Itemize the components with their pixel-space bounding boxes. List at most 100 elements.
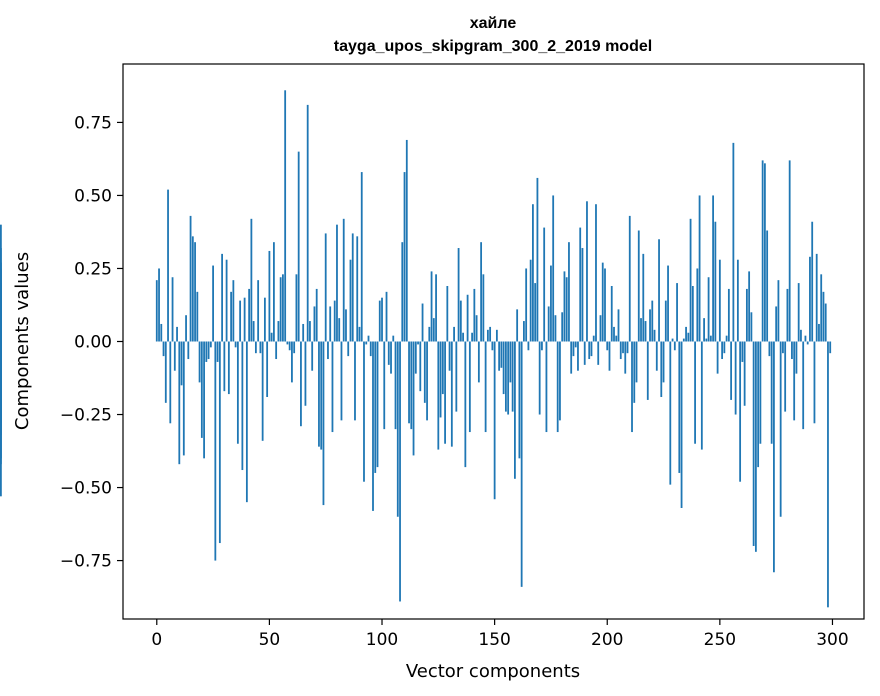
bar bbox=[743, 341, 746, 406]
bar bbox=[444, 341, 446, 444]
bar bbox=[241, 341, 244, 471]
bar bbox=[714, 221, 717, 342]
bar bbox=[750, 312, 753, 342]
bar bbox=[754, 341, 757, 552]
bar bbox=[514, 341, 516, 479]
bar bbox=[311, 341, 314, 371]
bar bbox=[581, 248, 584, 342]
bar bbox=[209, 341, 212, 348]
bar bbox=[401, 242, 404, 342]
bar bbox=[730, 341, 733, 400]
bar bbox=[417, 341, 419, 345]
bar bbox=[360, 172, 363, 342]
bar bbox=[628, 215, 631, 342]
bar bbox=[646, 341, 649, 400]
bar bbox=[809, 256, 811, 342]
bar bbox=[536, 177, 539, 342]
bar bbox=[414, 341, 417, 374]
bar bbox=[741, 341, 744, 362]
y-axis-label: Components values bbox=[12, 252, 33, 430]
bar bbox=[793, 341, 796, 421]
x-tick-label: 0 bbox=[151, 630, 162, 650]
bar bbox=[777, 280, 780, 342]
chart-title: хайле bbox=[470, 15, 517, 32]
bar bbox=[439, 341, 442, 418]
bar bbox=[448, 341, 451, 371]
y-tick-label: 0.50 bbox=[74, 186, 112, 206]
bar bbox=[428, 326, 431, 342]
bar bbox=[757, 341, 760, 468]
bar bbox=[390, 341, 392, 374]
bar bbox=[658, 239, 660, 342]
bar bbox=[248, 288, 251, 342]
bar bbox=[302, 323, 305, 342]
x-axis-label: Vector components bbox=[406, 661, 580, 682]
bar bbox=[322, 341, 325, 506]
bar bbox=[196, 291, 199, 342]
bar bbox=[484, 341, 487, 433]
bar bbox=[662, 341, 665, 383]
bar bbox=[624, 341, 627, 374]
bar bbox=[480, 242, 483, 342]
bar bbox=[502, 341, 505, 395]
bar bbox=[295, 274, 298, 342]
bar bbox=[655, 341, 658, 371]
bar bbox=[752, 341, 755, 546]
bar bbox=[180, 341, 183, 386]
bar bbox=[511, 341, 514, 412]
bar bbox=[500, 341, 503, 368]
bar bbox=[700, 341, 703, 450]
bar bbox=[599, 315, 602, 342]
x-tick-label: 300 bbox=[816, 630, 848, 650]
chart-subtitle: tayga_upos_skipgram_300_2_2019 model bbox=[334, 38, 652, 55]
bar bbox=[261, 341, 264, 441]
bar bbox=[694, 341, 696, 444]
bar bbox=[462, 332, 464, 342]
bar bbox=[340, 341, 343, 421]
bar bbox=[252, 321, 255, 342]
bar bbox=[441, 341, 444, 395]
bar bbox=[245, 341, 248, 503]
bar bbox=[279, 277, 282, 342]
bar bbox=[640, 318, 642, 342]
bar bbox=[336, 224, 338, 342]
bar bbox=[187, 341, 190, 360]
bar bbox=[504, 341, 507, 412]
bar bbox=[518, 341, 521, 459]
bar bbox=[703, 318, 705, 342]
y-tick-label: −0.50 bbox=[60, 479, 112, 499]
bar bbox=[182, 341, 185, 456]
bar bbox=[802, 341, 805, 430]
bar bbox=[712, 195, 714, 342]
bar bbox=[669, 341, 672, 485]
bar bbox=[586, 201, 588, 342]
bar bbox=[455, 341, 458, 412]
bar bbox=[493, 341, 496, 500]
bar bbox=[225, 259, 228, 342]
bar bbox=[687, 332, 690, 342]
bar bbox=[191, 236, 194, 342]
bar bbox=[595, 204, 597, 342]
bar bbox=[374, 341, 377, 473]
bar bbox=[550, 265, 552, 342]
bar bbox=[173, 341, 176, 371]
bar bbox=[207, 341, 210, 360]
bar bbox=[320, 341, 323, 450]
bar bbox=[257, 280, 260, 342]
bar bbox=[507, 341, 510, 415]
bar bbox=[786, 288, 789, 342]
bar bbox=[588, 341, 591, 360]
bar bbox=[155, 280, 158, 342]
bar bbox=[631, 341, 633, 433]
bar bbox=[164, 341, 167, 403]
bar bbox=[266, 341, 269, 397]
bar bbox=[450, 341, 453, 447]
bar bbox=[212, 265, 214, 342]
y-tick-label: −0.25 bbox=[60, 406, 112, 426]
bar bbox=[385, 291, 388, 342]
bar bbox=[761, 160, 764, 342]
bar bbox=[613, 326, 615, 342]
bar bbox=[482, 274, 485, 342]
bar bbox=[739, 341, 742, 482]
bar bbox=[468, 341, 471, 433]
